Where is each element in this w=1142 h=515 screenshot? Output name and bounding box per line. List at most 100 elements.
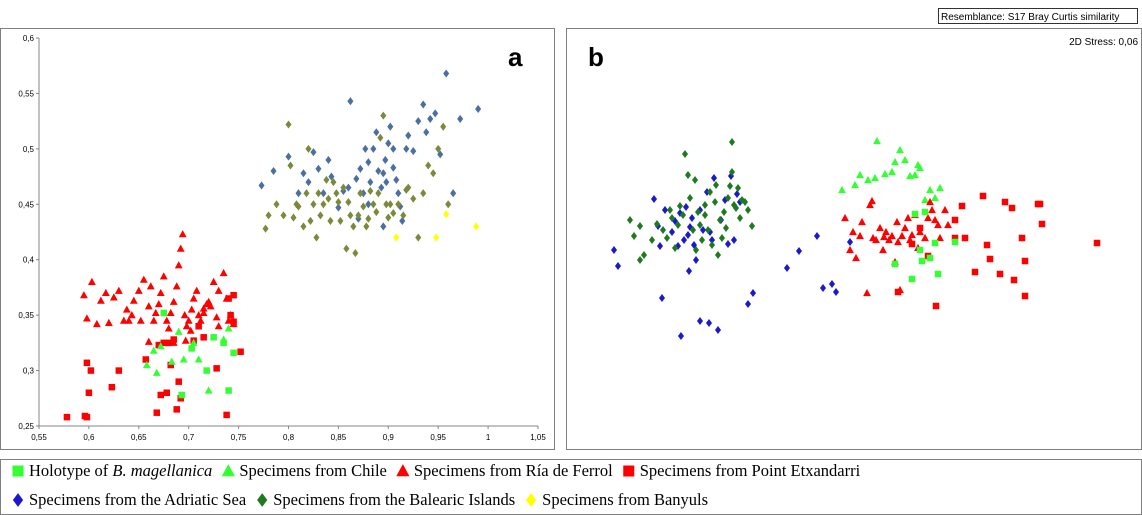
legend-label: Holotype of B. magellanica <box>29 461 212 480</box>
series-holotype <box>891 208 959 283</box>
data-point <box>280 211 287 220</box>
y-tick-label: 0,45 <box>18 200 34 209</box>
data-point <box>370 200 377 209</box>
data-point <box>139 275 148 283</box>
data-point <box>153 409 161 416</box>
data-point <box>916 163 924 172</box>
data-point <box>936 233 944 242</box>
data-point <box>958 202 966 210</box>
resemblance-label: Resemblance: S17 Bray Curtis similarity <box>941 12 1119 23</box>
data-point <box>710 173 718 183</box>
data-point <box>904 213 912 222</box>
data-point <box>650 194 658 204</box>
data-point <box>307 216 314 225</box>
data-point <box>363 222 370 231</box>
data-point <box>728 137 736 147</box>
data-point <box>177 395 184 402</box>
data-point <box>722 223 730 233</box>
data-point <box>357 189 364 198</box>
data-point <box>181 336 190 344</box>
data-point <box>146 282 155 290</box>
data-point <box>172 282 181 290</box>
data-point <box>888 231 896 240</box>
data-point <box>170 336 177 343</box>
data-point <box>393 233 400 242</box>
data-point <box>741 197 749 207</box>
data-point <box>936 183 944 192</box>
data-point <box>337 216 344 225</box>
data-point <box>410 147 417 156</box>
data-point <box>932 302 940 310</box>
data-point <box>96 296 105 304</box>
data-point <box>225 387 232 394</box>
data-point <box>214 322 223 330</box>
data-point <box>124 316 133 324</box>
data-point <box>163 389 170 396</box>
data-point <box>367 178 374 187</box>
data-point <box>178 230 187 238</box>
legend-item: Specimens from Point Etxandarri <box>623 461 861 480</box>
data-point <box>335 203 342 212</box>
data-point <box>144 302 153 310</box>
data-point <box>423 128 430 137</box>
data-point <box>714 250 722 260</box>
panel-a-ticks: 0,55 0,6 0,65 0,7 0,75 0,8 0,85 0,9 0,95 1 1,05 0,2… <box>18 34 546 442</box>
data-point <box>712 180 720 190</box>
data-point <box>783 263 791 273</box>
data-point <box>262 224 269 233</box>
legend-diamond-icon <box>12 493 24 507</box>
data-point <box>661 205 669 215</box>
data-point <box>223 411 230 419</box>
data-point <box>682 202 690 212</box>
data-point <box>87 277 96 285</box>
x-tick-label: 0,85 <box>331 433 347 442</box>
data-point <box>916 224 924 232</box>
panel-b-frame <box>566 28 1142 450</box>
data-point <box>387 122 394 131</box>
data-point <box>365 200 372 209</box>
series-chile <box>142 324 233 394</box>
data-point <box>219 268 228 277</box>
data-point <box>851 180 859 189</box>
data-point <box>230 318 237 326</box>
data-point <box>230 349 237 357</box>
data-point <box>443 69 450 78</box>
data-point <box>85 389 93 396</box>
data-point <box>199 304 208 312</box>
data-point <box>300 222 307 231</box>
data-point <box>893 217 901 226</box>
x-tick-label: 0,95 <box>430 433 446 442</box>
data-point <box>214 286 223 294</box>
data-point <box>415 233 422 242</box>
data-point <box>385 139 392 148</box>
data-point <box>199 308 208 316</box>
data-point <box>1001 198 1009 206</box>
data-point <box>648 235 656 245</box>
data-point <box>176 244 185 252</box>
data-point <box>934 220 942 229</box>
data-point <box>437 150 444 159</box>
data-point <box>858 217 866 226</box>
legend-diamond-icon <box>526 493 537 507</box>
data-point <box>330 178 337 187</box>
data-point <box>711 197 719 207</box>
data-point <box>410 194 417 203</box>
data-point <box>896 145 904 154</box>
data-point <box>944 220 952 229</box>
data-point <box>189 338 198 346</box>
data-point <box>142 360 151 369</box>
data-point <box>127 311 136 319</box>
data-point <box>885 235 893 244</box>
x-tick-label: 0,9 <box>383 433 395 442</box>
series-holotype <box>160 309 237 399</box>
data-point <box>92 319 101 328</box>
data-point <box>872 235 880 244</box>
data-point <box>196 316 205 324</box>
data-point <box>167 361 174 369</box>
data-point <box>380 111 387 120</box>
data-point <box>343 244 350 253</box>
legend-label: Specimens from the Adriatic Sea <box>29 490 247 509</box>
data-point <box>162 316 171 324</box>
data-point <box>115 367 123 374</box>
data-point <box>383 200 390 209</box>
